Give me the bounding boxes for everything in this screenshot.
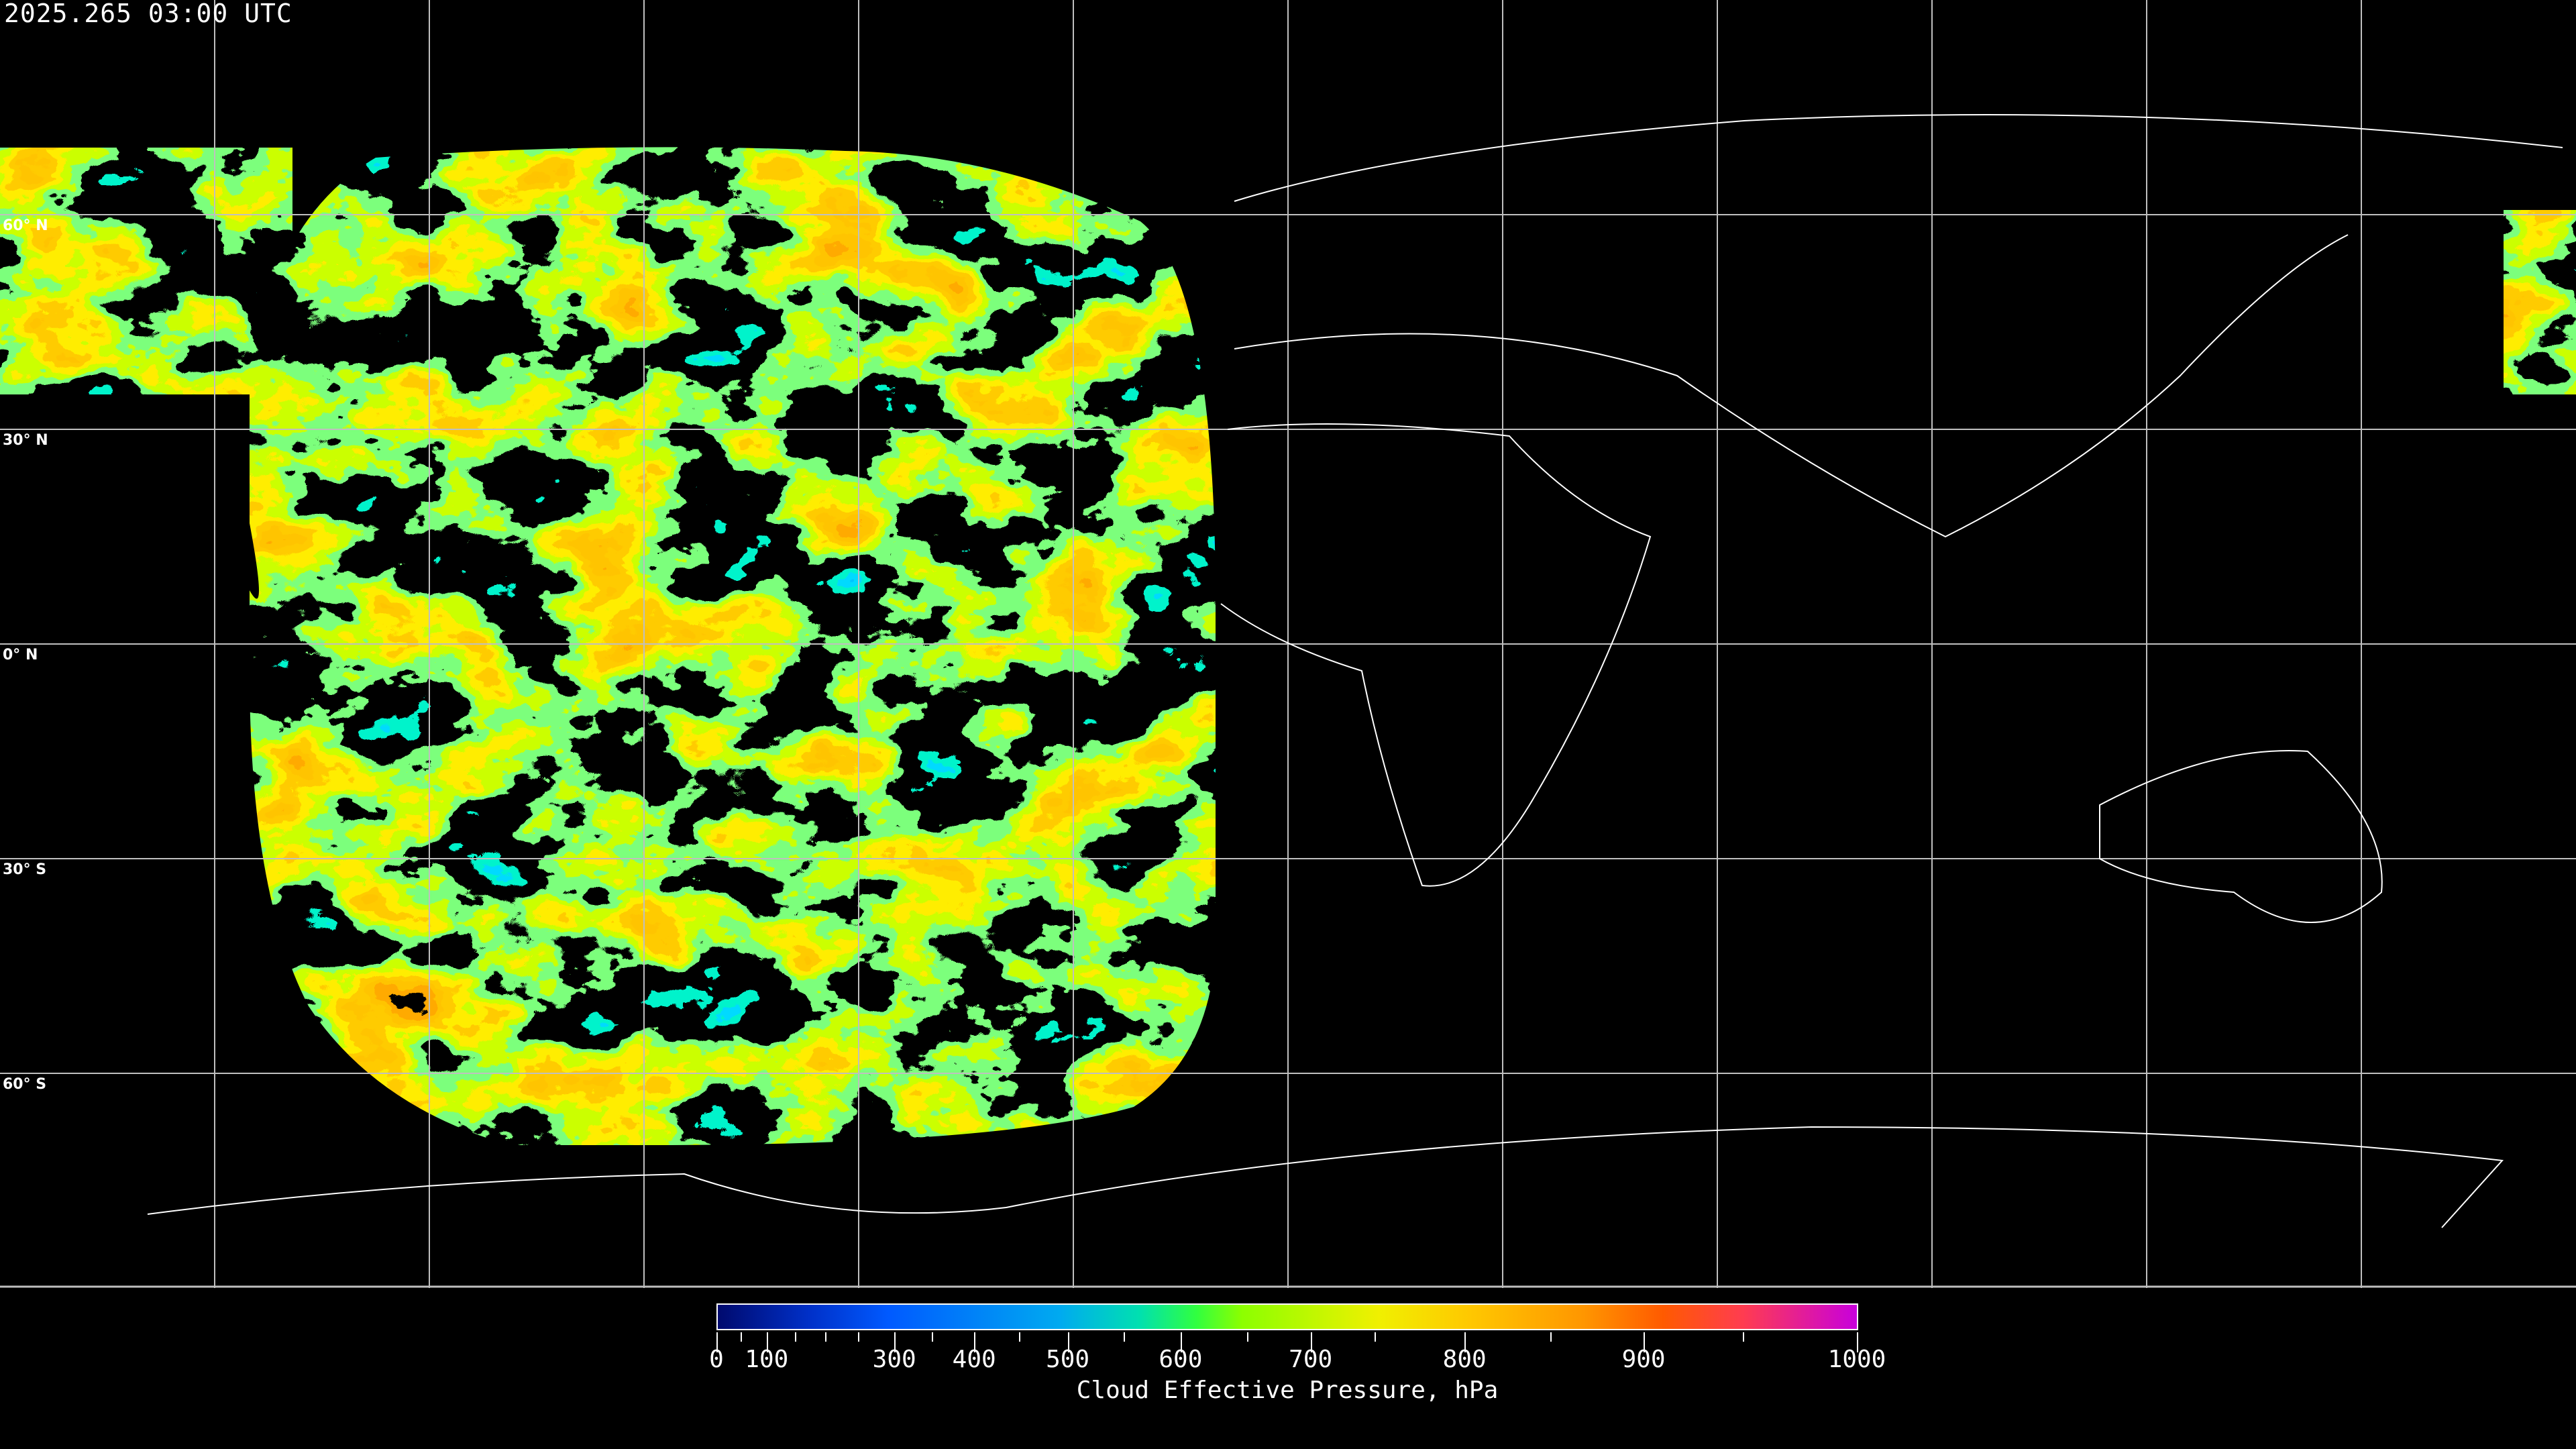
colorbar-tick-label: 300: [872, 1346, 916, 1373]
lat-label: 0° N: [3, 647, 38, 663]
colorbar-tick-label: 1000: [1827, 1346, 1886, 1373]
coastlines: [147, 114, 2563, 1228]
coastline-africa: [1220, 423, 1652, 887]
lat-label: 60° N: [3, 217, 48, 234]
world-map: [0, 0, 2576, 1288]
colorbar-major-tick: [1310, 1332, 1312, 1352]
colorbar-major-tick: [1857, 1332, 1858, 1352]
lat-label: 30° S: [3, 861, 47, 878]
colorbar-major-tick: [1180, 1332, 1182, 1352]
colorbar-minor-tick: [857, 1332, 859, 1342]
colorbar-major-tick: [716, 1332, 718, 1352]
colorbar-minor-tick: [740, 1332, 742, 1342]
lat-label: 30° N: [3, 432, 48, 449]
timestamp-label: 2025.265 03:00 UTC: [4, 0, 292, 28]
colorbar-minor-tick: [1550, 1332, 1552, 1342]
colorbar-minor-tick: [1246, 1332, 1248, 1342]
colorbar-tick-label: 700: [1289, 1346, 1333, 1373]
colorbar-tick-label: 900: [1621, 1346, 1666, 1373]
colorbar-tick-label: 600: [1159, 1346, 1203, 1373]
coastline-eurasia: [1234, 114, 2563, 538]
colorbar-title: Cloud Effective Pressure, hPa: [1076, 1377, 1499, 1404]
coastline-antarctica: [147, 1126, 2504, 1228]
colorbar-major-tick: [974, 1332, 976, 1352]
colorbar-minor-tick: [795, 1332, 797, 1342]
colorbar-major-tick: [766, 1332, 768, 1352]
colorbar-major-tick: [1644, 1332, 1646, 1352]
colorbar-tick-label: 400: [952, 1346, 996, 1373]
colorbar: [716, 1303, 1858, 1330]
colorbar-tick-label: 0: [709, 1346, 724, 1373]
colorbar-minor-tick: [1374, 1332, 1376, 1342]
colorbar-minor-tick: [1743, 1332, 1744, 1342]
lat-label: 60° S: [3, 1076, 47, 1093]
colorbar-minor-tick: [1018, 1332, 1020, 1342]
colorbar-minor-tick: [824, 1332, 826, 1342]
colorbar-tick-label: 100: [745, 1346, 789, 1373]
colorbar-major-tick: [894, 1332, 896, 1352]
colorbar-major-tick: [1067, 1332, 1069, 1352]
colorbar-minor-tick: [932, 1332, 934, 1342]
colorbar-tick-label: 800: [1442, 1346, 1487, 1373]
colorbar-major-tick: [1464, 1332, 1466, 1352]
coastline-australia: [2099, 750, 2383, 923]
colorbar-minor-tick: [1123, 1332, 1125, 1342]
colorbar-tick-label: 500: [1046, 1346, 1090, 1373]
graticule: [0, 0, 2576, 1288]
